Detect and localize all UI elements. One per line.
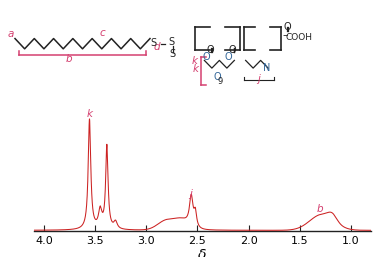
Text: b: b [317,204,323,214]
Text: O: O [224,52,232,62]
Text: k: k [193,64,199,74]
Text: –: – [282,31,288,41]
Text: c: c [99,28,105,38]
Text: j: j [189,189,192,199]
Text: 9: 9 [217,77,223,86]
Text: COOH: COOH [285,33,312,42]
Text: d: d [154,42,160,52]
Text: N: N [262,63,270,73]
Text: k: k [191,56,197,66]
Text: O: O [214,72,221,82]
Text: j: j [257,74,260,84]
Text: O: O [206,45,214,55]
Text: k: k [87,109,93,120]
Text: S: S [170,49,176,59]
Text: S: S [169,37,175,47]
Text: a: a [8,29,14,39]
Text: b: b [66,54,73,65]
Text: S: S [150,38,156,48]
Text: O: O [229,45,236,55]
Text: O: O [202,52,210,62]
Text: O: O [283,22,291,32]
X-axis label: δ: δ [198,247,207,257]
